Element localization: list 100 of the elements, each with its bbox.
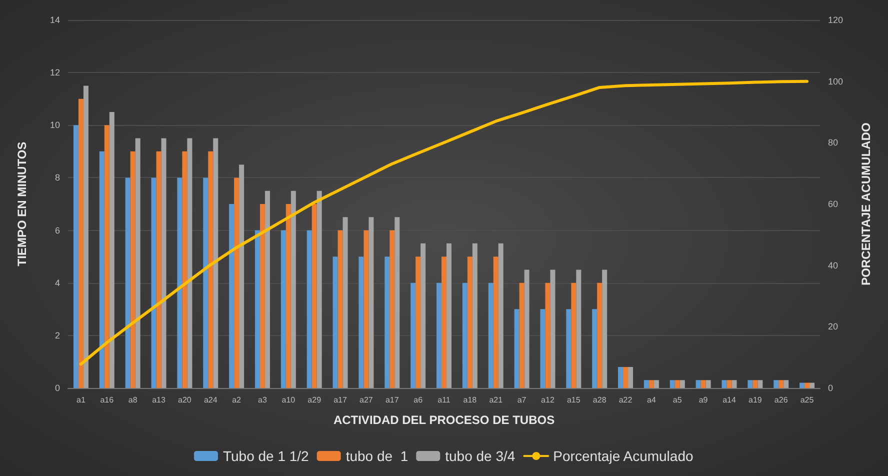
bar: [394, 217, 400, 388]
x-tick-label: a3: [258, 396, 268, 404]
bar: [618, 366, 624, 388]
bar: [229, 204, 234, 388]
y2-tick-label: 40: [828, 260, 838, 270]
x-tick-label: a17: [385, 396, 400, 404]
bar: [748, 380, 753, 388]
bar: [722, 380, 727, 388]
bar: [151, 178, 156, 388]
x-tick-label: a4: [646, 396, 656, 404]
x-tick-label: a15: [566, 396, 581, 404]
bar: [125, 178, 130, 388]
y2-tick-label: 20: [828, 322, 838, 332]
bar: [203, 178, 208, 388]
y-axis-title: TIEMPO EN MINUTOS: [15, 142, 29, 266]
x-tick-label: a13: [152, 396, 166, 404]
bar: [420, 243, 426, 388]
bar: [436, 282, 442, 388]
bar: [208, 151, 214, 388]
bar: [778, 380, 784, 388]
legend-label: tubo de 3/4: [445, 448, 516, 464]
bar: [410, 282, 416, 388]
x-tick-label: a11: [438, 396, 451, 404]
y-tick-label: 0: [54, 383, 60, 393]
y2-tick-label: 80: [828, 138, 838, 148]
x-tick-label: a19: [748, 396, 762, 404]
x-tick-label: a5: [672, 396, 682, 404]
bar: [493, 256, 498, 388]
bar: [286, 204, 291, 388]
bar: [177, 178, 182, 388]
bar: [234, 178, 240, 388]
bar: [290, 190, 296, 388]
bar: [758, 380, 763, 388]
bar: [442, 256, 446, 388]
bar: [566, 309, 572, 388]
bar: [706, 380, 711, 388]
bar: [264, 190, 270, 388]
y2-tick-label: 120: [828, 15, 844, 25]
x-tick-label: a14: [722, 396, 736, 404]
bar: [316, 190, 322, 388]
bar: [312, 204, 317, 388]
x-tick-label: a16: [100, 396, 114, 404]
x-tick-label: a7: [517, 396, 527, 404]
bar: [161, 138, 166, 388]
bar: [774, 380, 779, 388]
x-tick-label: a22: [618, 396, 633, 404]
x-tick-label: a20: [178, 396, 192, 404]
bar: [472, 243, 478, 388]
x-tick-label: a9: [698, 396, 708, 404]
x-tick-label: a18: [463, 396, 478, 404]
line-series: [79, 80, 809, 366]
bar: [670, 380, 675, 388]
bar: [752, 380, 758, 388]
bar: [104, 125, 110, 388]
y2-axis-title: PORCENTAJE ACUMULADO: [859, 122, 873, 286]
bar: [726, 380, 732, 388]
bar: [576, 270, 582, 388]
x-tick-label: a2: [232, 396, 242, 404]
bar: [648, 380, 654, 388]
y-tick-label: 8: [54, 172, 60, 183]
bar: [680, 380, 685, 388]
bar: [571, 282, 576, 388]
x-tick-label: a21: [489, 396, 504, 404]
x-axis-title: ACTIVIDAD DEL PROCESO DE TUBOS: [333, 413, 555, 427]
bar: [597, 282, 602, 388]
bar: [390, 230, 395, 388]
bar: [306, 230, 312, 388]
x-tick-label: a29: [308, 396, 322, 404]
bar: [467, 256, 472, 388]
bar: [187, 138, 192, 388]
y-tick-label: 10: [50, 120, 60, 130]
bar: [810, 382, 815, 388]
bar: [804, 382, 810, 388]
legend-label: Tubo de 1 1/2: [222, 448, 310, 464]
bar: [696, 380, 701, 388]
bar: [83, 86, 88, 388]
bar: [182, 151, 188, 388]
y-tick-label: 2: [54, 330, 60, 340]
y-tick-label: 12: [50, 68, 60, 78]
y2-tick-label: 100: [828, 76, 844, 86]
bar: [644, 380, 649, 388]
bar: [358, 256, 364, 388]
bar: [550, 270, 556, 388]
bar: [498, 243, 504, 388]
x-tick-label: a27: [360, 396, 374, 404]
bar: [602, 270, 608, 388]
bar: [78, 98, 84, 388]
bar: [462, 282, 468, 388]
y2-tick-label: 60: [828, 199, 838, 209]
bar: [732, 380, 737, 388]
legend-label: Porcentaje Acumulado: [553, 448, 694, 464]
bar: [524, 270, 530, 388]
bar: [623, 366, 628, 388]
bar: [213, 138, 218, 388]
bar: [592, 309, 598, 388]
bar: [99, 151, 104, 388]
bar: [700, 380, 706, 388]
bar: [135, 138, 140, 388]
bar: [416, 256, 421, 388]
bar: [156, 151, 162, 388]
